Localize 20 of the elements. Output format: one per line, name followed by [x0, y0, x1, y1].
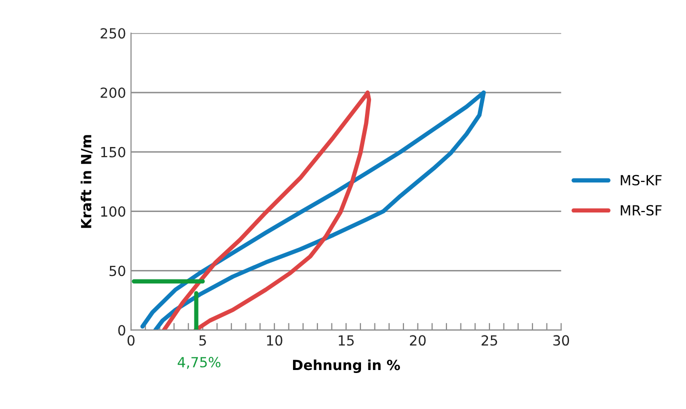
y-tick-label: 250 [100, 28, 126, 39]
x-tick-label: 10 [267, 335, 282, 346]
x-tick-label: 30 [553, 335, 570, 346]
y-axis-title: Kraft in N/m [80, 135, 92, 228]
x-tick-label: 0 [128, 335, 135, 346]
legend-label: MS-KF [620, 174, 662, 186]
y-tick-label: 50 [110, 266, 126, 276]
x-tick-label: 25 [482, 335, 498, 346]
y-tick-label: 150 [101, 146, 126, 158]
annotation: 4,75% [178, 356, 220, 369]
x-tick-label: 5 [199, 335, 206, 346]
x-tick-label: 15 [338, 335, 354, 346]
x-tick-label: 20 [410, 335, 426, 346]
x-axis-title: Dehnung in % [293, 359, 400, 374]
line-series [140, 90, 486, 330]
legend-label: MR-SF [620, 205, 662, 216]
line-series [162, 90, 372, 330]
y-tick-label: 0 [118, 325, 126, 336]
y-tick-label: 200 [100, 87, 126, 98]
y-tick-label: 100 [101, 206, 126, 217]
